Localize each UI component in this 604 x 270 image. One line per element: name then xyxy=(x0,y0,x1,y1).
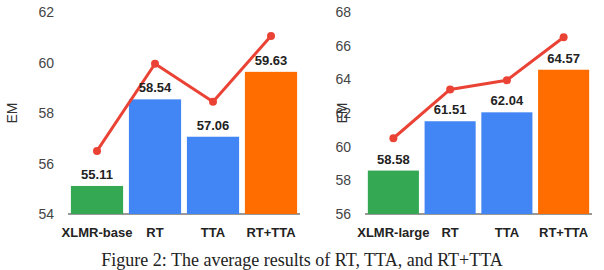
line-point xyxy=(209,98,217,106)
category-label: RT+TTA xyxy=(539,225,589,240)
tick-label: 56 xyxy=(335,206,351,222)
data-label: 58.54 xyxy=(139,80,172,95)
data-labels: 58.58 61.51 62.04 64.57 xyxy=(377,51,580,167)
category-label: TTA xyxy=(495,225,520,240)
tick-label: 60 xyxy=(38,55,54,71)
line xyxy=(97,36,271,151)
category-label: XLMR-large xyxy=(357,225,429,240)
y-axis-label: EM xyxy=(4,103,20,124)
y-axis-label: EM xyxy=(334,103,350,124)
category-label: RT xyxy=(146,225,163,240)
bar xyxy=(538,70,589,214)
line-point xyxy=(446,85,454,93)
tick-label: 66 xyxy=(335,38,351,54)
category-label: RT+TTA xyxy=(246,225,296,240)
tick-label: 64 xyxy=(335,71,351,87)
line-point xyxy=(389,134,397,142)
tick-label: 56 xyxy=(38,156,54,172)
line-point xyxy=(560,33,568,41)
data-label: 64.57 xyxy=(547,51,580,66)
tick-label: 58 xyxy=(38,105,54,121)
tick-mark xyxy=(361,180,365,181)
tick-mark xyxy=(361,79,365,80)
data-label: 59.63 xyxy=(255,53,288,68)
line xyxy=(393,37,563,138)
data-label: 61.51 xyxy=(434,102,467,117)
tick-mark xyxy=(64,12,68,13)
line-point xyxy=(267,32,275,40)
tick-mark xyxy=(361,12,365,13)
bar xyxy=(481,112,532,214)
data-label: 57.06 xyxy=(197,118,230,133)
tick-mark xyxy=(64,163,68,164)
tick-mark xyxy=(64,113,68,114)
line-point xyxy=(503,76,511,84)
tick-label: 62 xyxy=(38,4,54,20)
category-label: RT xyxy=(441,225,458,240)
bar xyxy=(368,171,419,214)
tick-label: 68 xyxy=(335,4,351,20)
bar xyxy=(425,121,476,214)
tick-mark xyxy=(361,146,365,147)
tick-label: 60 xyxy=(335,139,351,155)
bar xyxy=(245,72,297,214)
tick-label: 54 xyxy=(38,206,54,222)
line-point xyxy=(151,60,159,68)
tick-mark xyxy=(64,214,68,215)
plot-area xyxy=(368,33,589,214)
tick-mark xyxy=(361,214,365,215)
data-labels: 55.11 58.54 57.06 59.63 xyxy=(81,53,287,182)
plot-area xyxy=(71,32,297,214)
tick-mark xyxy=(361,45,365,46)
tick-mark xyxy=(64,62,68,63)
bar xyxy=(71,186,123,214)
bar xyxy=(129,99,181,214)
data-label: 58.58 xyxy=(377,152,410,167)
bar xyxy=(187,137,239,214)
category-label: TTA xyxy=(201,225,226,240)
line-point xyxy=(93,147,101,155)
category-label: XLMR-base xyxy=(62,225,133,240)
figure: 54 56 58 60 62 EM XLMR-base RT TTA RT+TTA 55.11 58.… xyxy=(0,0,604,270)
data-label: 62.04 xyxy=(491,93,524,108)
tick-mark xyxy=(361,113,365,114)
caption: Figure 2: The average results of RT, TTA… xyxy=(101,250,503,270)
data-label: 55.11 xyxy=(81,167,113,182)
chart: 54 56 58 60 62 EM XLMR-base RT TTA RT+TTA 55.11 58.… xyxy=(4,4,300,240)
chart: 56586062646668EMXLMR-largeRTTTART+TTA58.… xyxy=(334,4,592,240)
tick-label: 58 xyxy=(335,172,351,188)
